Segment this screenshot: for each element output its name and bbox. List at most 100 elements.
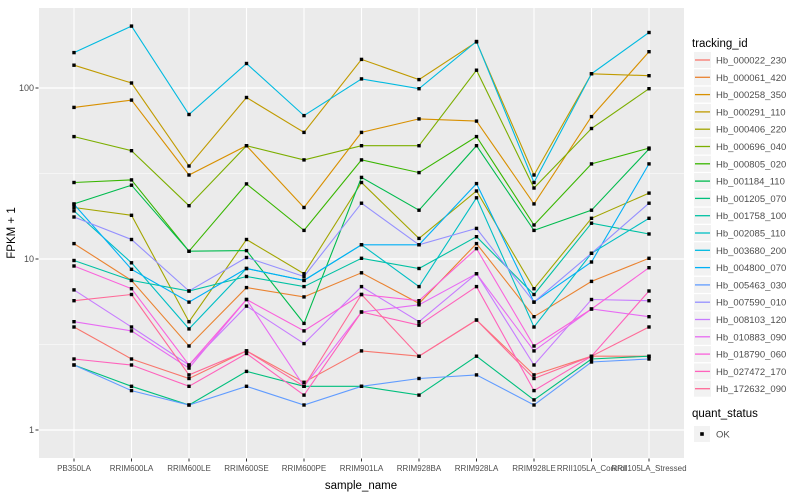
- data-point: [589, 216, 594, 220]
- data-point: [532, 373, 536, 377]
- data-point: [72, 241, 76, 246]
- data-point: [532, 403, 536, 407]
- legend-item-Hb_001205_070: Hb_001205_070: [694, 190, 786, 207]
- data-point: [647, 232, 651, 236]
- data-point: [647, 216, 651, 220]
- data-point: [474, 196, 479, 200]
- data-point: [302, 403, 306, 407]
- data-point: [72, 180, 76, 185]
- data-point: [244, 266, 249, 271]
- data-point: [359, 292, 364, 297]
- data-point: [187, 344, 191, 348]
- data-point: [532, 398, 536, 402]
- legend-item-Hb_000258_350: Hb_000258_350: [694, 86, 786, 103]
- data-point: [474, 189, 479, 193]
- legend-label: Hb_027472_170: [716, 367, 786, 378]
- data-point: [474, 39, 479, 44]
- data-point: [244, 95, 249, 100]
- data-point: [417, 243, 421, 247]
- data-point: [244, 351, 249, 356]
- data-point: [72, 288, 76, 292]
- data-point: [187, 164, 191, 168]
- x-tick-label: RRIM901LA: [340, 464, 384, 473]
- data-point: [532, 315, 536, 319]
- data-point: [359, 256, 364, 260]
- data-point: [302, 228, 306, 233]
- data-point: [187, 112, 191, 117]
- x-tick-label: RRII105LA_Stressed: [611, 464, 686, 473]
- data-point: [359, 271, 364, 275]
- data-point: [302, 380, 306, 384]
- data-point: [72, 205, 76, 210]
- data-point: [474, 68, 479, 72]
- legend-label: Hb_001184_110: [716, 177, 785, 188]
- data-point: [647, 201, 651, 205]
- data-point: [302, 384, 306, 388]
- data-point: [647, 266, 651, 270]
- data-point: [129, 24, 134, 28]
- legend-item-Hb_007590_010: Hb_007590_010: [694, 294, 786, 311]
- x-tick-label: RRIM928LA: [455, 464, 499, 473]
- data-point: [417, 117, 421, 121]
- data-point: [532, 287, 536, 291]
- quant-status-legend-title: quant_status: [692, 408, 758, 420]
- data-point: [417, 284, 421, 289]
- data-point: [302, 130, 306, 135]
- data-point: [532, 344, 536, 348]
- data-point: [244, 369, 249, 374]
- data-point: [187, 320, 191, 324]
- data-point: [474, 181, 479, 186]
- data-point: [647, 256, 651, 260]
- x-tick-label: RRIM928BA: [397, 464, 442, 473]
- data-point: [187, 363, 191, 367]
- data-point: [244, 285, 249, 290]
- data-point: [417, 320, 421, 324]
- legend-item-Hb_004800_070: Hb_004800_070: [694, 259, 786, 276]
- data-point: [359, 130, 364, 135]
- legend-item-Hb_027472_170: Hb_027472_170: [694, 363, 786, 380]
- data-point: [647, 147, 651, 151]
- data-point: [187, 173, 191, 177]
- data-point: [129, 384, 134, 388]
- data-point: [72, 357, 76, 361]
- data-point: [72, 258, 76, 263]
- legend-item-Hb_005463_030: Hb_005463_030: [694, 276, 786, 293]
- data-point: [647, 299, 651, 303]
- x-tick-label: RRIM600PE: [282, 464, 326, 473]
- data-point: [359, 57, 364, 62]
- data-point: [359, 180, 364, 185]
- data-point: [589, 297, 594, 302]
- ok-point-swatch: [700, 432, 704, 436]
- legend-label: Hb_001758_100: [716, 211, 786, 222]
- data-point: [589, 357, 594, 361]
- data-point: [129, 237, 134, 242]
- legend-item-Hb_001184_110: Hb_001184_110: [694, 173, 785, 190]
- data-point: [532, 223, 536, 227]
- data-point: [359, 158, 364, 162]
- data-point: [302, 329, 306, 333]
- legend-label: Hb_018790_060: [716, 350, 786, 361]
- x-tick-label: RRIM600SE: [224, 464, 268, 473]
- data-point: [474, 235, 479, 239]
- legend-label: Hb_172632_090: [716, 384, 786, 395]
- data-point: [302, 272, 306, 276]
- data-point: [302, 278, 306, 283]
- data-point: [647, 30, 651, 35]
- data-point: [187, 204, 191, 208]
- x-tick-label: RRIM600LA: [110, 464, 154, 473]
- x-tick-label: RRIM928LE: [512, 464, 556, 473]
- axis-tick-marks: [35, 87, 650, 462]
- data-point: [589, 360, 594, 364]
- data-point: [72, 320, 76, 324]
- data-point: [474, 373, 479, 377]
- data-point: [589, 221, 594, 225]
- data-point: [589, 208, 594, 212]
- data-point: [417, 323, 421, 327]
- data-point: [129, 388, 134, 393]
- quant-status-ok-label: OK: [716, 430, 730, 441]
- legend-label: Hb_000258_350: [716, 90, 786, 101]
- data-point: [72, 202, 76, 206]
- data-point: [647, 315, 651, 319]
- data-point: [72, 215, 76, 219]
